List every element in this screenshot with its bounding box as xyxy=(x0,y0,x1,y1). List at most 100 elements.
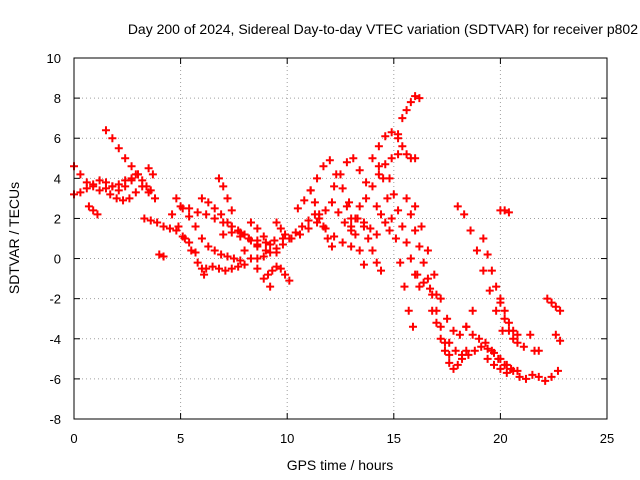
data-point xyxy=(387,154,396,163)
series-track-35 xyxy=(374,162,417,331)
data-point xyxy=(451,346,460,355)
series-track-33 xyxy=(368,128,403,163)
data-point xyxy=(223,194,232,203)
data-point xyxy=(509,334,518,343)
data-point xyxy=(487,346,496,355)
data-point xyxy=(479,266,488,275)
data-point xyxy=(440,346,449,355)
data-point xyxy=(253,254,262,263)
data-point xyxy=(276,264,285,273)
data-point xyxy=(492,282,501,291)
data-point xyxy=(359,260,368,269)
data-point xyxy=(464,350,473,359)
series-track-46 xyxy=(479,234,518,343)
data-point xyxy=(404,306,413,315)
y-tick-label: -6 xyxy=(49,372,61,387)
data-point xyxy=(219,230,228,239)
series-track-47 xyxy=(483,354,511,377)
series-track-38 xyxy=(398,92,424,123)
data-point xyxy=(261,246,270,255)
data-point xyxy=(347,222,356,231)
data-point xyxy=(534,372,543,381)
data-point xyxy=(453,202,462,211)
data-point xyxy=(342,158,351,167)
data-point xyxy=(515,372,524,381)
series-track-14 xyxy=(197,194,232,227)
data-point xyxy=(385,226,394,235)
data-point xyxy=(266,282,275,291)
data-point xyxy=(227,222,236,231)
data-point xyxy=(306,186,315,195)
data-point xyxy=(430,270,439,279)
series-track-31 xyxy=(355,150,403,211)
data-point xyxy=(402,106,411,115)
data-point xyxy=(381,160,390,169)
data-point xyxy=(197,194,206,203)
data-point xyxy=(76,170,85,179)
data-point xyxy=(391,234,400,243)
data-point xyxy=(174,222,183,231)
data-point xyxy=(330,232,339,241)
data-point xyxy=(304,216,313,225)
x-tick-label: 10 xyxy=(280,431,294,446)
series-track-28 xyxy=(330,154,371,191)
data-point xyxy=(168,210,177,219)
data-point xyxy=(364,234,373,243)
data-point xyxy=(541,376,550,385)
data-point xyxy=(270,236,279,245)
data-point xyxy=(479,234,488,243)
data-point xyxy=(133,170,142,179)
data-point xyxy=(204,198,213,207)
data-point xyxy=(468,306,477,315)
data-point xyxy=(229,254,238,263)
data-point xyxy=(366,224,375,233)
y-tick-label: 10 xyxy=(47,51,61,66)
data-point xyxy=(428,306,437,315)
data-point xyxy=(351,230,360,239)
data-point xyxy=(84,202,93,211)
data-point xyxy=(551,330,560,339)
data-point xyxy=(449,326,458,335)
y-axis-label: SDTVAR / TECUs xyxy=(6,182,22,294)
data-point xyxy=(443,314,452,323)
data-point xyxy=(187,246,196,255)
data-point xyxy=(338,184,347,193)
data-point xyxy=(193,208,202,217)
data-point xyxy=(240,230,249,239)
data-point xyxy=(246,236,255,245)
data-point xyxy=(310,198,319,207)
data-point xyxy=(153,218,162,227)
data-point xyxy=(234,226,243,235)
data-point xyxy=(200,270,209,279)
data-point xyxy=(355,166,364,175)
data-point xyxy=(521,374,530,383)
data-point xyxy=(519,342,528,351)
data-point xyxy=(89,206,98,215)
data-point xyxy=(496,294,505,303)
series-track-30 xyxy=(347,214,381,239)
series-track-48 xyxy=(496,294,522,339)
data-point xyxy=(500,314,509,323)
data-point xyxy=(125,194,134,203)
data-point xyxy=(121,182,130,191)
data-point xyxy=(276,224,285,233)
data-point xyxy=(300,196,309,205)
data-point xyxy=(227,206,236,215)
data-point xyxy=(93,210,102,219)
data-point xyxy=(372,258,381,267)
y-tick-label: 6 xyxy=(54,131,61,146)
series-track-23 xyxy=(272,218,290,239)
series-track-40 xyxy=(413,270,441,299)
series-track-8 xyxy=(144,164,157,179)
data-point xyxy=(185,238,194,247)
data-point xyxy=(419,258,428,267)
series-track-54 xyxy=(551,330,565,345)
data-point xyxy=(413,270,422,279)
data-point xyxy=(272,218,281,227)
data-point xyxy=(543,294,552,303)
series-track-44 xyxy=(453,202,507,335)
data-point xyxy=(406,210,415,219)
data-point xyxy=(385,174,394,183)
axis-ticks: 0 5 10 15 20 25 -8 -6 -4 -2 0 2 4 6 8 10 xyxy=(47,51,615,446)
data-point xyxy=(127,176,136,185)
